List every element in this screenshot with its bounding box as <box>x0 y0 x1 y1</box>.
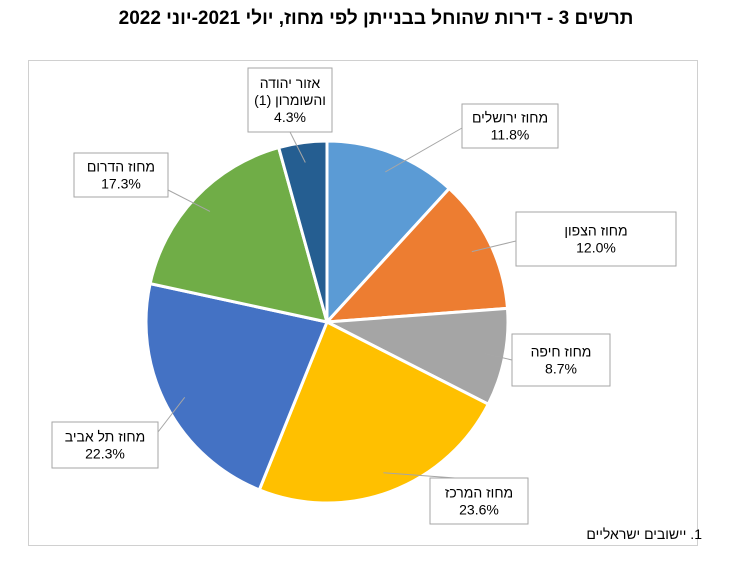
data-label-value: 4.3% <box>274 109 306 125</box>
leader-line <box>167 189 211 212</box>
data-label-value: 11.8% <box>491 127 530 143</box>
data-label-name: מחוז הדרום <box>87 159 155 175</box>
footnote: 1. יישובים ישראליים <box>586 526 702 542</box>
data-label-value: 8.7% <box>545 361 577 377</box>
data-label-box <box>511 333 611 387</box>
data-label-name: מחוז תל אביב <box>65 429 145 445</box>
pie-slice <box>144 281 330 492</box>
data-label-value: 12.0% <box>576 240 616 256</box>
data-label-box <box>247 67 333 133</box>
data-label-name: אזור יהודה <box>260 75 321 91</box>
leader-line <box>289 131 306 163</box>
data-label-name: והשומרון (1) <box>254 92 326 108</box>
data-label-name: מחוז המרכז <box>445 485 513 501</box>
leader-line <box>484 353 513 361</box>
data-label-box <box>515 211 677 267</box>
data-label-value: 22.3% <box>85 446 125 462</box>
data-label-name: מחוז הצפון <box>564 223 627 239</box>
pie-slice <box>323 186 510 324</box>
data-label-value: 23.6% <box>459 502 499 518</box>
data-label-box <box>51 421 159 469</box>
chart-title: תרשים 3 - דירות שהוחל בבנייתן לפי מחוז, … <box>118 8 634 29</box>
pie-slice <box>321 306 510 407</box>
data-label-box <box>429 477 529 525</box>
leader-line <box>157 397 186 433</box>
data-label-box <box>461 103 559 149</box>
pie-slice <box>257 319 491 505</box>
leader-line <box>471 240 517 253</box>
leader-line <box>383 472 456 479</box>
data-label-value: 17.3% <box>101 176 141 192</box>
data-label-name: מחוז ירושלים <box>472 110 548 126</box>
pie-slice <box>148 145 330 324</box>
chart-frame <box>28 60 698 546</box>
data-label-name: מחוז חיפה <box>531 344 592 360</box>
pie-slice <box>276 139 329 323</box>
pie-slice <box>325 139 452 326</box>
leader-line <box>385 127 463 173</box>
data-label-box <box>73 152 169 198</box>
